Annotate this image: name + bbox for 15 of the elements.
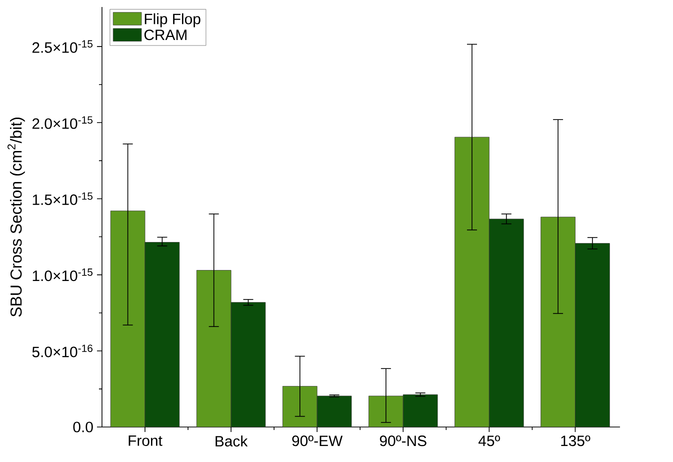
x-tick-label: Back [216,436,248,446]
x-tick-label: Front [128,436,162,446]
legend-label: Flip Flop [144,13,200,28]
x-tick-label: 90º-NS [380,436,426,446]
y-tick-label: 5.0×10$^{-16}$ [32,344,92,358]
y-tick-label: 1.5×10$^{-15}$ [32,192,93,206]
y-tick-label: 2.5×10$^{-15}$ [32,40,93,53]
x-tick-label: 135º [561,436,590,446]
x-tick-label: 90º-EW [292,436,343,446]
y-axis-title: SBU Cross Section (cm$^{2}$/bit) [8,118,25,317]
y-tick-label: 2.0×10$^{-15}$ [32,116,93,129]
x-tick-label: 45º [478,436,500,446]
y-tick-label: 0.0 [73,422,93,432]
y-tick-label: 1.0×10$^{-15}$ [32,268,93,282]
legend-label: CRAM [144,30,186,40]
